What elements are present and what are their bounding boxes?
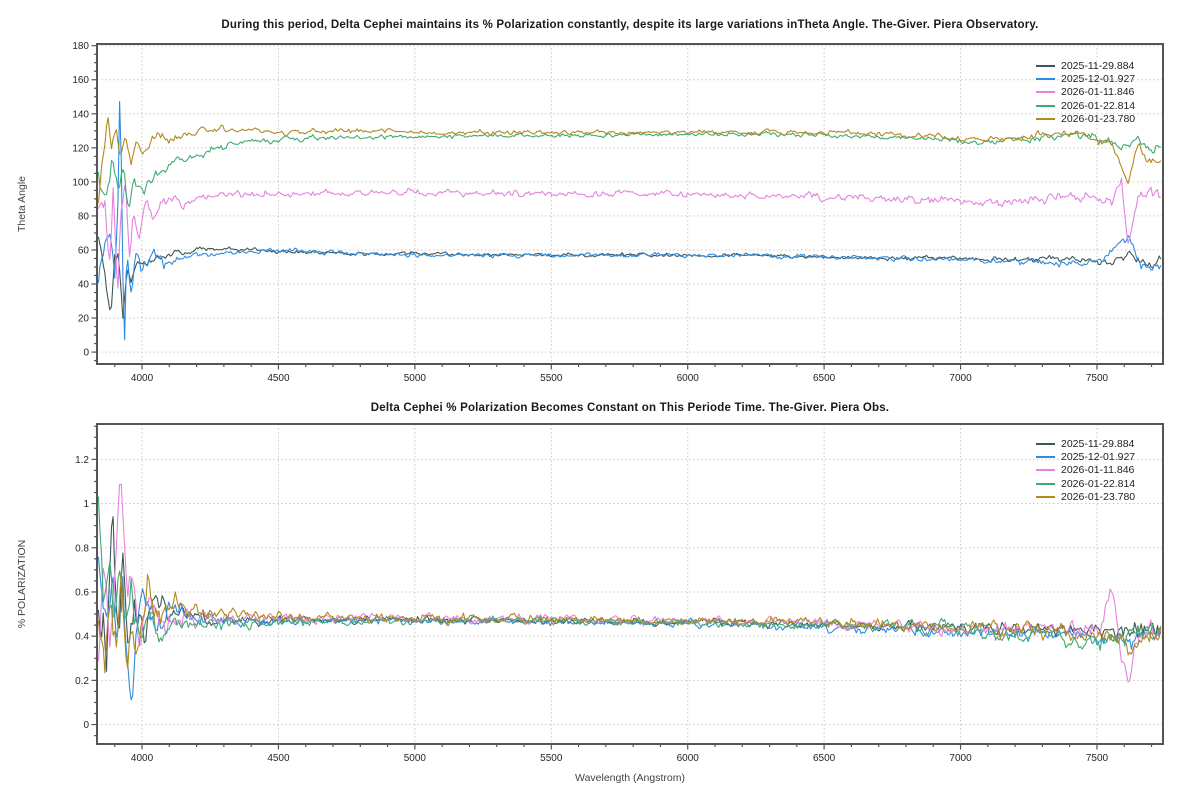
chart-1: 0 0.2 0.4 0.6 0.8 1 1.2 4000 4500 5000 5500 6000 650… [75, 423, 1164, 764]
legend-item: 2026-01-22.814 [1036, 477, 1135, 490]
series-line-2026-01-22.814 [97, 496, 1162, 651]
y-tick-label: 160 [72, 75, 89, 86]
y-tick-label: 0 [83, 348, 89, 359]
x-tick-label: 6000 [677, 373, 700, 384]
x-tick-label: 5000 [404, 753, 427, 764]
legend-swatch-icon [1036, 104, 1055, 107]
legend-swatch-icon [1036, 469, 1055, 472]
y-tick-label: 20 [78, 314, 90, 325]
legend-label: 2026-01-23.780 [1061, 491, 1136, 504]
bottom-chart-y-axis-label: % POLARIZATION [16, 539, 28, 629]
legend-swatch-icon [1036, 64, 1055, 67]
axis-ticks [91, 425, 1153, 750]
legend-swatch-icon [1036, 456, 1055, 459]
legend-item: 2025-11-29.884 [1036, 59, 1135, 72]
legend-label: 2026-01-11.846 [1061, 86, 1135, 99]
y-tick-label: 0.2 [75, 676, 89, 687]
x-tick-label: 7000 [949, 753, 972, 764]
x-tick-label: 6500 [813, 373, 836, 384]
series-line-2026-01-22.814 [97, 130, 1161, 208]
top-chart-y-axis-label: Theta Angle [16, 175, 28, 233]
x-tick-label: 4500 [267, 753, 290, 764]
x-tick-label: 5000 [404, 373, 427, 384]
legend-swatch-icon [1036, 496, 1055, 499]
y-tick-label: 80 [78, 211, 90, 222]
legend-swatch-icon [1036, 91, 1055, 94]
x-tick-label: 5500 [540, 373, 563, 384]
y-tick-label: 180 [72, 41, 89, 52]
x-tick-label: 6500 [813, 753, 836, 764]
x-axis-label: Wavelength (Angstrom) [575, 772, 685, 784]
series-line-2026-01-23.780 [97, 571, 1162, 674]
series-line-2025-12-01.927 [97, 100, 1162, 341]
legend-label: 2026-01-23.780 [1061, 113, 1136, 126]
x-tick-label: 6000 [677, 753, 700, 764]
x-tick-label: 4000 [131, 753, 154, 764]
legend-item: 2026-01-22.814 [1036, 99, 1135, 112]
legend-item: 2025-12-01.927 [1036, 450, 1135, 463]
legend-label: 2025-12-01.927 [1061, 73, 1136, 86]
legend-label: 2026-01-22.814 [1061, 99, 1136, 112]
series-line-2025-11-29.884 [97, 236, 1162, 319]
x-tick-label: 7500 [1086, 373, 1109, 384]
y-tick-label: 0 [83, 720, 89, 731]
plot-spines [96, 423, 1164, 745]
y-tick-label: 60 [78, 245, 90, 256]
legend-item: 2025-11-29.884 [1036, 437, 1135, 450]
series-group [97, 483, 1162, 701]
legend-swatch-icon [1036, 118, 1055, 121]
x-tick-label: 5500 [540, 753, 563, 764]
legend-swatch-icon [1036, 442, 1055, 445]
y-tick-label: 1.2 [75, 455, 89, 466]
series-group [97, 100, 1162, 341]
series-line-2026-01-23.780 [97, 117, 1162, 204]
y-tick-label: 1 [83, 499, 89, 510]
x-tick-label: 7500 [1086, 753, 1109, 764]
legend-item: 2026-01-11.846 [1036, 464, 1135, 477]
legend-label: 2025-11-29.884 [1061, 59, 1135, 72]
y-tick-label: 140 [72, 109, 89, 120]
series-line-2026-01-11.846 [97, 483, 1162, 683]
legend-label: 2026-01-22.814 [1061, 477, 1136, 490]
bottom-chart-legend: 2025-11-29.884 2025-12-01.927 2026-01-11.8… [1036, 437, 1135, 504]
tick-labels: 0 20 40 60 80 100 120 140 160 180 4000 4500 5000 5500… [72, 41, 1108, 384]
legend-item: 2025-12-01.927 [1036, 72, 1135, 85]
legend-label: 2026-01-11.846 [1061, 464, 1135, 477]
series-line-2025-12-01.927 [97, 556, 1162, 701]
y-tick-label: 0.4 [75, 632, 89, 643]
y-tick-label: 100 [72, 177, 89, 188]
x-tick-label: 7000 [949, 373, 972, 384]
gridlines [97, 44, 1163, 364]
y-tick-label: 0.8 [75, 543, 89, 554]
legend-label: 2025-12-01.927 [1061, 451, 1136, 464]
y-tick-label: 0.6 [75, 587, 89, 598]
legend-swatch-icon [1036, 482, 1055, 485]
axis-ticks [91, 45, 1153, 370]
top-chart-title: During this period, Delta Cephei maintai… [221, 19, 1039, 31]
plot-spines [96, 43, 1164, 365]
y-tick-label: 40 [78, 280, 90, 291]
series-line-2026-01-11.846 [97, 177, 1161, 289]
legend-swatch-icon [1036, 78, 1055, 81]
top-chart-legend: 2025-11-29.884 2025-12-01.927 2026-01-11.8… [1036, 59, 1135, 126]
x-tick-label: 4000 [131, 373, 154, 384]
legend-item: 2026-01-23.780 [1036, 491, 1135, 504]
bottom-chart-title: Delta Cephei % Polarization Becomes Cons… [370, 402, 890, 414]
legend-item: 2026-01-11.846 [1036, 86, 1135, 99]
chart-0: 0 20 40 60 80 100 120 140 160 180 4000 4500 5000 5500… [72, 41, 1164, 384]
series-line-2025-11-29.884 [97, 516, 1162, 672]
gridlines [97, 424, 1163, 744]
legend-label: 2025-11-29.884 [1061, 437, 1135, 450]
legend-item: 2026-01-23.780 [1036, 113, 1135, 126]
y-tick-label: 120 [72, 143, 89, 154]
x-tick-label: 4500 [267, 373, 290, 384]
tick-labels: 0 0.2 0.4 0.6 0.8 1 1.2 4000 4500 5000 5500 6000 650… [75, 455, 1108, 764]
